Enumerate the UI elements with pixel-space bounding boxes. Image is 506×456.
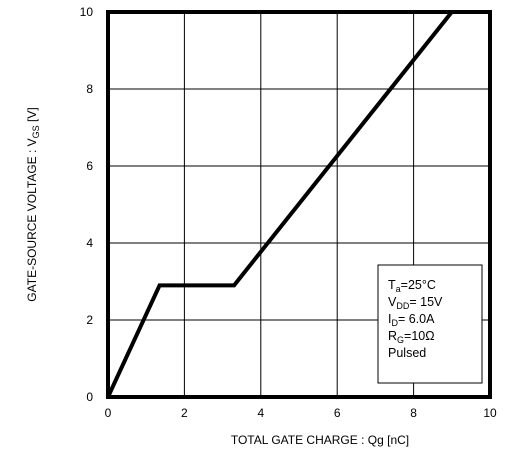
- x-tick-label: 4: [257, 406, 264, 420]
- series-line: [106, 10, 454, 398]
- plot-frame: [106, 10, 492, 399]
- condition-line: ID= 6.0A: [388, 312, 435, 328]
- condition-symbol: R: [388, 329, 397, 343]
- y-axis-title: GATE-SOURCE VOLTAGE : VGS [V]: [25, 107, 41, 301]
- condition-line: RG=10Ω: [388, 329, 435, 345]
- condition-value: =10Ω: [404, 329, 435, 343]
- x-axis-title: TOTAL GATE CHARGE : Qg [nC]: [231, 433, 409, 447]
- y-tick-labels: 0 2 4 6 8 10: [80, 5, 94, 404]
- condition-value: =25°C: [401, 278, 436, 292]
- condition-symbol: Pulsed: [388, 346, 426, 360]
- x-tick-label: 2: [181, 406, 188, 420]
- condition-subscript: G: [397, 335, 404, 345]
- y-tick-label: 6: [86, 159, 93, 173]
- y-tick-label: 2: [86, 313, 93, 327]
- condition-subscript: a: [396, 284, 401, 294]
- y-tick-label: 8: [86, 82, 93, 96]
- condition-value: = 6.0A: [398, 312, 435, 326]
- y-tick-label: 0: [86, 390, 93, 404]
- condition-line: Ta=25°C: [388, 278, 436, 294]
- condition-subscript: DD: [396, 301, 409, 311]
- condition-symbol: V: [388, 295, 397, 309]
- x-tick-label: 8: [410, 406, 417, 420]
- y-axis-title-unit: [V]: [25, 107, 39, 125]
- condition-box-frame: [377, 264, 483, 384]
- x-tick-labels: 0 2 4 6 8 10: [105, 406, 497, 420]
- y-tick-label: 10: [80, 5, 94, 19]
- y-tick-label: 4: [86, 236, 93, 250]
- condition-line: VDD= 15V: [388, 295, 443, 311]
- y-axis-title-main: GATE-SOURCE VOLTAGE : V: [25, 138, 39, 301]
- condition-symbol: I: [388, 312, 391, 326]
- grid: [108, 12, 490, 397]
- condition-subscript: D: [391, 318, 398, 328]
- x-tick-label: 10: [483, 406, 497, 420]
- x-tick-label: 0: [105, 406, 112, 420]
- condition-symbol: T: [388, 278, 396, 292]
- condition-value: = 15V: [409, 295, 443, 309]
- series-layer: [106, 10, 454, 398]
- x-tick-label: 6: [334, 406, 341, 420]
- condition-line: Pulsed: [388, 346, 426, 360]
- y-axis-title-sub: GS: [31, 125, 41, 138]
